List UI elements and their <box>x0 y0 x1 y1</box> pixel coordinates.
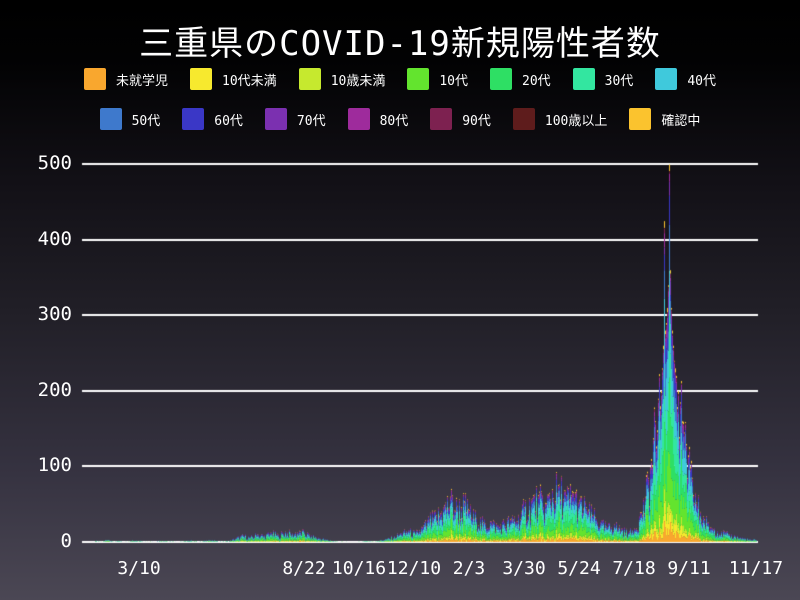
y-axis-label: 0 <box>60 529 72 552</box>
x-axis-label: 10/16 <box>331 558 387 579</box>
legend-swatch-icon <box>407 68 430 90</box>
legend-row-2: 50代 60代 70代 80代 90代 100歳以上 確認中 <box>0 106 800 132</box>
legend-item: 70代 <box>264 108 326 130</box>
legend-label: 10代未満 <box>222 73 277 89</box>
legend-swatch-icon <box>430 108 453 130</box>
legend-swatch-icon <box>99 108 122 130</box>
y-axis-label: 500 <box>37 152 72 175</box>
legend-label: 60代 <box>214 113 243 129</box>
legend-swatch-icon <box>655 68 678 90</box>
legend-item: 10代未満 <box>190 68 277 90</box>
x-axis-label: 9/11 <box>667 558 711 579</box>
legend-swatch-icon <box>572 68 595 90</box>
legend-label: 70代 <box>296 113 326 129</box>
legend-swatch-icon <box>298 68 321 90</box>
legend-label: 10代 <box>439 73 468 89</box>
legend-item: 40代 <box>655 68 716 90</box>
legend-label: 未就学児 <box>116 73 169 89</box>
x-axis-label: 5/24 <box>557 558 601 579</box>
y-axis-label: 300 <box>37 303 72 326</box>
legend-label: 40代 <box>687 73 716 89</box>
x-axis-label: 3/10 <box>117 558 161 579</box>
legend-item: 20代 <box>490 68 551 90</box>
x-axis-label: 2/3 <box>452 558 486 579</box>
legend-item: 90代 <box>430 108 491 130</box>
x-axis-label: 7/18 <box>612 558 656 579</box>
legend-item: 確認中 <box>629 108 700 130</box>
legend-label: 10歳未満 <box>330 73 386 89</box>
legend-label: 100歳以上 <box>544 113 608 129</box>
legend-item: 60代 <box>182 108 243 130</box>
legend-label: 50代 <box>131 113 161 129</box>
legend-swatch-icon <box>512 108 535 130</box>
x-axis-label: 12/10 <box>386 558 442 579</box>
legend-swatch-icon <box>629 108 652 130</box>
legend-label: 90代 <box>462 113 491 129</box>
legend: 未就学児 10代未満 10歳未満 10代 20代 30代 40代 50代 60代 70代 80代 9… <box>0 66 800 146</box>
y-axis-label: 100 <box>37 454 72 477</box>
legend-label: 30代 <box>604 73 634 89</box>
x-axis-label: 11/17 <box>728 558 784 579</box>
legend-swatch-icon <box>490 68 512 90</box>
legend-item: 未就学児 <box>84 68 168 90</box>
legend-item: 80代 <box>347 108 409 130</box>
legend-item: 10歳未満 <box>298 68 386 90</box>
chart-title: 三重県のCOVID-19新規陽性者数 <box>139 24 661 64</box>
x-axis-label: 3/30 <box>502 558 546 579</box>
legend-label: 確認中 <box>661 113 701 129</box>
legend-swatch-icon <box>190 68 213 90</box>
legend-swatch-icon <box>347 108 370 130</box>
legend-item: 30代 <box>572 68 634 90</box>
legend-swatch-icon <box>84 68 107 90</box>
legend-item: 10代 <box>407 68 468 90</box>
legend-label: 80代 <box>379 113 409 129</box>
y-axis-label: 400 <box>37 227 72 250</box>
x-axis-label: 8/22 <box>282 558 326 579</box>
legend-label: 20代 <box>522 73 551 89</box>
legend-row-1: 未就学児 10代未満 10歳未満 10代 20代 30代 40代 <box>0 66 800 92</box>
legend-swatch-icon <box>182 108 205 130</box>
legend-item: 100歳以上 <box>512 108 608 130</box>
legend-swatch-icon <box>264 108 287 130</box>
legend-item: 50代 <box>99 108 161 130</box>
y-axis-label: 200 <box>37 378 72 401</box>
